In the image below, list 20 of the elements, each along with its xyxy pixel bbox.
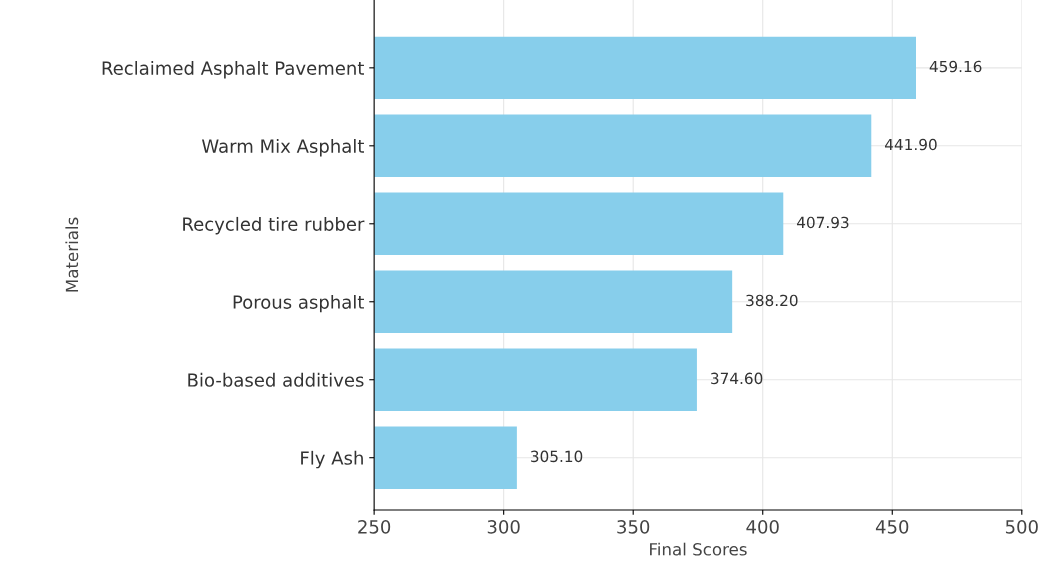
x-axis-title: Final Scores xyxy=(650,542,747,556)
x-tick-label: 500 xyxy=(1005,519,1038,534)
x-tick-label: 250 xyxy=(358,519,391,534)
y-tick-label: Porous asphalt xyxy=(233,294,364,313)
x-tick-label: 300 xyxy=(487,519,520,534)
x-tick-label: 400 xyxy=(746,519,779,534)
y-tick-label: Warm Mix Asphalt xyxy=(201,138,364,157)
y-axis-title: Materials xyxy=(65,217,79,292)
data-label: 459.16 xyxy=(929,60,982,73)
data-label: 305.10 xyxy=(531,450,583,463)
y-tick-label: Reclaimed Asphalt Pavement xyxy=(102,60,364,79)
y-tick-label: Bio-based additives xyxy=(188,372,364,387)
data-label: 407.93 xyxy=(796,216,849,229)
y-tick-label: Recycled tire rubber xyxy=(183,216,365,235)
x-tick-label: 450 xyxy=(875,519,909,534)
x-tick-label: 350 xyxy=(617,519,650,534)
data-label: 388.20 xyxy=(746,294,798,307)
data-label: 374.60 xyxy=(711,372,763,385)
y-tick-label: Fly Ash xyxy=(301,450,363,469)
data-label: 441.90 xyxy=(884,138,937,151)
